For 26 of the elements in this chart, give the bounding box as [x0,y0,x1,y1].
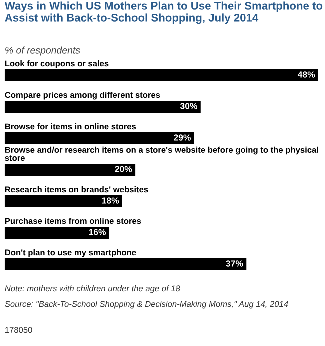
y-tick-label: Research items on brands' websites [5,186,148,193]
data-label: 16% [89,229,106,236]
bar [4,227,110,239]
bar [4,164,136,176]
data-label: 30% [180,103,198,110]
chart-title: Ways in Which US Mothers Plan to Use Their Smartphone to Assist with Back-to-School Shopping, July 2014 [4,2,323,24]
data-label: 29% [174,134,191,141]
data-label: 20% [115,166,132,172]
bar [4,101,201,114]
y-tick-label: Don't plan to use my smartphone [5,250,136,258]
y-tick-label: Compare prices among different stores [5,92,160,100]
data-label: 37% [226,260,244,267]
text: 178050 [6,327,32,334]
data-label: 18% [102,198,120,204]
bar [4,196,122,208]
y-tick-label: Browse for items in online stores [5,124,136,130]
y-tick-label: Look for coupons or sales [5,60,109,68]
y-tick-label: Purchase items from online stores [5,218,142,224]
data-label: 48% [298,72,316,78]
chart-subtitle: % of respondents [6,46,80,56]
bar [4,70,318,82]
bar [4,132,194,145]
text: Note: mothers with children under the age of 18 [5,285,180,294]
y-tick-label: Browse and/or research items on a store's website before going to the physical store [5,146,318,162]
source-note: Source: "Back-To-School Shopping & Decision-Making Moms," Aug 14, 2014 [5,301,288,309]
bar [4,258,247,270]
